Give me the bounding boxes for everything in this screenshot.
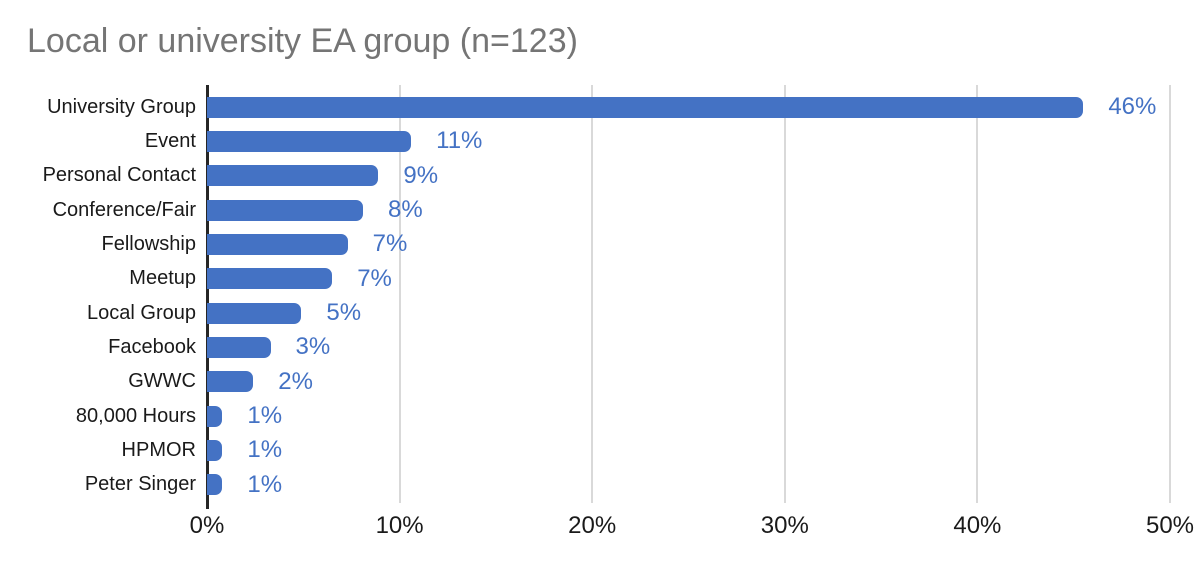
x-tick-label: 10% (375, 512, 424, 539)
category-label: Personal Contact (42, 164, 196, 187)
value-label: 9% (403, 161, 439, 189)
value-label: 1% (247, 402, 283, 430)
bar (207, 371, 254, 393)
bar (207, 337, 271, 358)
category-label: Conference/Fair (52, 198, 196, 221)
category-label: Local Group (87, 301, 196, 324)
bar (207, 199, 363, 221)
bar (207, 474, 223, 496)
bar (207, 302, 302, 324)
x-tick-label: 40% (953, 512, 1002, 539)
x-tick-label: 20% (568, 512, 617, 539)
category-label: 80,000 Hours (75, 404, 196, 427)
bar (207, 96, 1084, 118)
value-label: 7% (357, 264, 392, 292)
bar (207, 234, 348, 255)
category-label: University Group (47, 95, 196, 118)
value-label: 8% (388, 196, 423, 224)
chart-title: Local or university EA group (n=123) (27, 22, 578, 60)
category-label: Event (144, 129, 196, 152)
bar (207, 165, 379, 187)
gridline (976, 85, 979, 503)
value-label: 11% (436, 127, 483, 155)
value-label: 1% (247, 470, 283, 498)
bar (207, 440, 223, 461)
gridline (783, 85, 786, 503)
category-label: Facebook (108, 335, 196, 358)
category-label: Fellowship (101, 232, 196, 255)
value-label: 2% (278, 367, 313, 395)
x-tick-label: 0% (189, 512, 225, 539)
category-label: GWWC (128, 370, 196, 393)
category-label: Peter Singer (84, 473, 196, 496)
category-label: Meetup (129, 267, 196, 290)
x-tick-label: 30% (760, 512, 809, 539)
value-label: 46% (1108, 93, 1157, 121)
bar (207, 131, 412, 152)
gridline (398, 85, 401, 503)
x-tick-label: 50% (1145, 512, 1195, 539)
value-label: 5% (326, 299, 362, 327)
category-label: HPMOR (121, 438, 196, 461)
value-label: 7% (372, 230, 408, 258)
gridline (1169, 85, 1171, 503)
value-label: 3% (295, 333, 331, 361)
y-axis-line (206, 85, 209, 509)
gridline (591, 85, 594, 503)
bar (207, 268, 333, 290)
bar (207, 405, 223, 427)
value-label: 1% (247, 436, 283, 464)
